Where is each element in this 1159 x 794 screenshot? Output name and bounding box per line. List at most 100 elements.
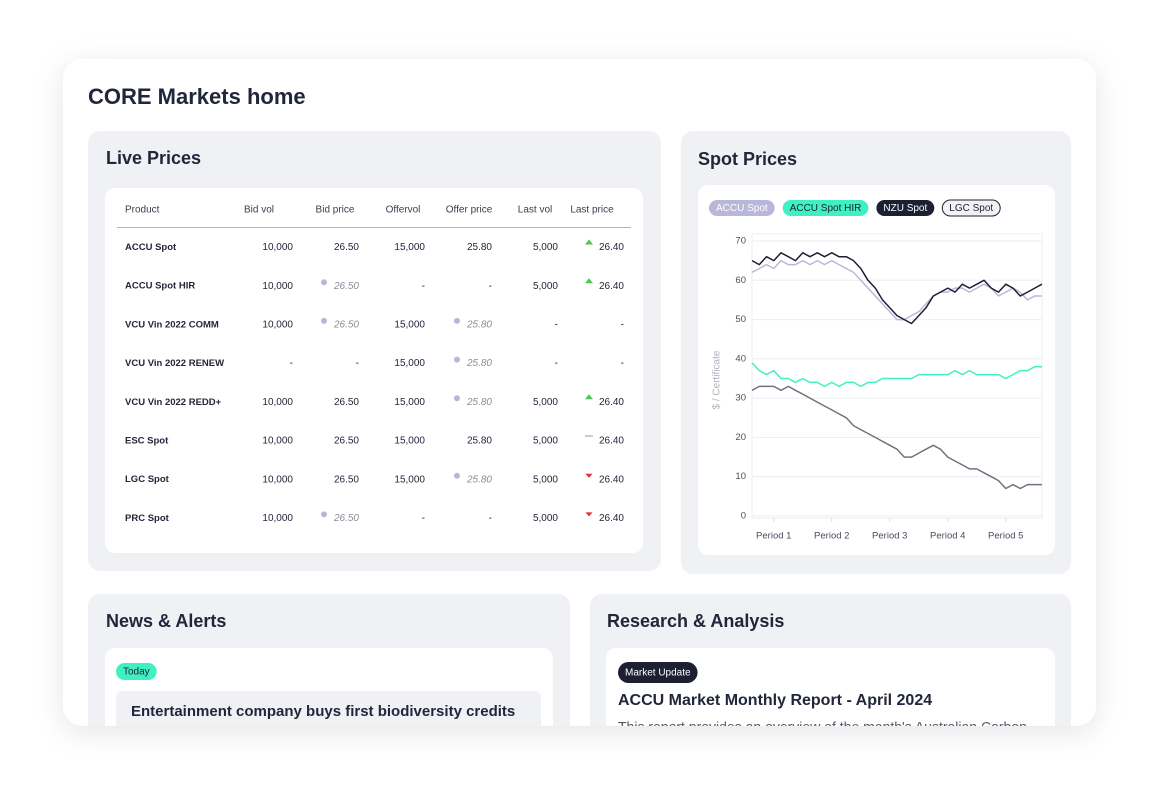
cell-value: - [290, 358, 293, 369]
cell-value: 26.50 [333, 281, 359, 292]
research-card [606, 648, 1055, 726]
cell-value: 25.80 [466, 474, 492, 485]
news-headline[interactable]: Entertainment company buys first biodive… [131, 703, 515, 720]
product-name: ACCU Spot [125, 242, 177, 253]
cell-value: 15,000 [394, 320, 425, 331]
indicator-dot [320, 279, 327, 286]
column-header: Offervol [386, 205, 421, 216]
y-tick-label: 70 [735, 236, 746, 247]
indicator-dot [453, 317, 460, 324]
report-summary: This report provides an overview of the … [618, 719, 1027, 735]
cell-value: - [422, 281, 425, 292]
series-line [751, 385, 1042, 490]
up-indicator [584, 278, 593, 284]
cell-value: 15,000 [394, 242, 425, 253]
price-table: Product Bid vol Bid price Offervol Offer pri… [125, 205, 624, 524]
cell-value: 15,000 [394, 474, 425, 485]
y-tick-label: 30 [735, 393, 746, 404]
cell-value: 5,000 [533, 474, 558, 485]
cell-value: 10,000 [262, 242, 293, 253]
indicator-dot [320, 511, 327, 518]
product-name: VCU Vin 2022 RENEW [125, 358, 224, 369]
y-tick-label: 60 [735, 275, 746, 286]
panel-title: Live Prices [106, 148, 201, 168]
tag-label: Market Update [625, 668, 691, 679]
y-tick-label: 50 [735, 314, 746, 325]
up-indicator [584, 239, 593, 245]
cell-value: 10,000 [262, 436, 293, 447]
indicator-dot [453, 356, 460, 363]
page-title: CORE Markets home [88, 84, 306, 109]
y-axis-label: $ / Certificate [712, 350, 723, 409]
column-header: Last price [570, 205, 614, 216]
tag-pill [618, 662, 698, 683]
tags: Today Market Update [116, 662, 698, 683]
report-title[interactable]: ACCU Market Monthly Report - April 2024 [618, 692, 932, 709]
x-tick-label: Period 5 [988, 531, 1023, 542]
x-tick-label: Period 3 [872, 531, 907, 542]
y-tick-label: 0 [741, 511, 746, 522]
panel-title: Research & Analysis [607, 611, 784, 631]
chart: 0 10 20 30 40 50 60 70 Period 1 Period 2 Period 3 P… [709, 199, 1043, 542]
cell-value: 25.80 [467, 436, 492, 447]
column-header: Bid vol [244, 205, 274, 216]
cell-value: 26.50 [334, 242, 359, 253]
indicator-dot [320, 317, 327, 324]
cell-value: 10,000 [262, 281, 293, 292]
legend-item [782, 200, 869, 216]
cell-value: - [555, 358, 558, 369]
cell-value: 25.80 [467, 242, 492, 253]
legend-item [941, 199, 1001, 217]
indicator-dot [453, 472, 460, 479]
plot-frame [751, 233, 1043, 519]
y-tick-label: 10 [735, 471, 746, 482]
cell-value: 25.80 [466, 320, 492, 331]
cell-value: 15,000 [394, 436, 425, 447]
cell-value: - [621, 320, 624, 331]
legend-item [709, 200, 775, 216]
up-indicator [584, 394, 593, 400]
x-tick-label: Period 2 [814, 531, 849, 542]
x-tick-label: Period 1 [756, 531, 791, 542]
chart-card [698, 185, 1055, 555]
cell-value: - [422, 513, 425, 524]
panel-title: Spot Prices [698, 149, 797, 169]
cell-value: 26.50 [334, 397, 359, 408]
column-header: Last vol [518, 205, 552, 216]
tag-label: Today [123, 667, 150, 678]
y-tick-label: 20 [735, 432, 746, 443]
series-line [751, 362, 1042, 388]
down-indicator [585, 512, 593, 517]
legend-item [876, 200, 935, 216]
product-name: ESC Spot [125, 436, 169, 447]
product-name: VCU Vin 2022 REDD+ [125, 397, 222, 408]
product-name: ACCU Spot HIR [125, 281, 195, 292]
panel-title: News & Alerts [106, 611, 226, 631]
cell-value: 5,000 [533, 397, 558, 408]
cell-value: 26.40 [599, 513, 624, 524]
cell-value: - [555, 320, 558, 331]
column-header: Offer price [446, 205, 493, 216]
cell-value: - [489, 513, 492, 524]
column-header: Product [125, 205, 160, 216]
cell-value: 15,000 [394, 397, 425, 408]
product-name: PRC Spot [125, 513, 170, 524]
cell-value: 10,000 [262, 474, 293, 485]
series-line [751, 259, 1042, 321]
cell-value: 26.50 [333, 513, 359, 524]
product-name: LGC Spot [125, 474, 170, 485]
table-card [105, 188, 643, 553]
cell-value: - [489, 281, 492, 292]
cell-value: 26.40 [599, 242, 624, 253]
indicator-dot [453, 395, 460, 402]
cell-value: 26.50 [334, 436, 359, 447]
cell-value: 5,000 [533, 242, 558, 253]
news-item[interactable] [116, 691, 541, 791]
product-name: VCU Vin 2022 COMM [125, 319, 219, 330]
series-line [751, 252, 1043, 325]
x-tick-label: Period 4 [930, 531, 965, 542]
cell-value: 5,000 [533, 436, 558, 447]
cell-value: 26.40 [599, 281, 624, 292]
cell-value: 26.50 [334, 474, 359, 485]
